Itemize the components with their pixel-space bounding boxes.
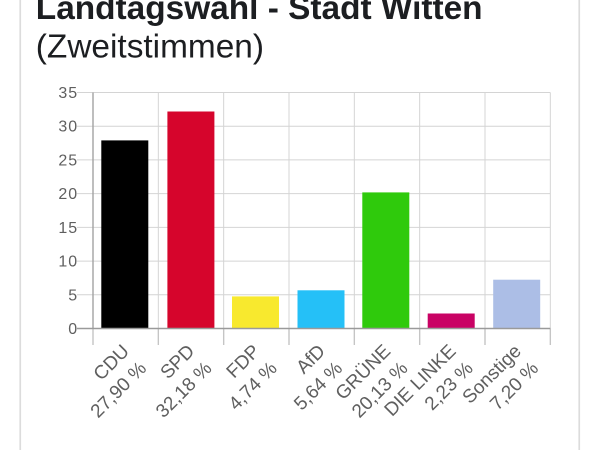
svg-text:0: 0	[68, 321, 78, 338]
svg-text:20: 20	[58, 186, 78, 203]
svg-text:15: 15	[58, 220, 78, 237]
svg-text:SPD32,18 %: SPD32,18 %	[135, 341, 216, 422]
svg-text:Sonstige7,20 %: Sonstige7,20 %	[459, 341, 543, 425]
svg-text:CDU27,90 %: CDU27,90 %	[70, 341, 151, 422]
svg-text:FDP4,74 %: FDP4,74 %	[208, 341, 282, 415]
svg-text:Landtagswahl - Stadt Witten: Landtagswahl - Stadt Witten	[36, 0, 483, 27]
svg-text:30: 30	[58, 119, 78, 136]
svg-text:AfD5,64 %: AfD5,64 %	[273, 341, 347, 415]
svg-text:5: 5	[68, 287, 78, 304]
svg-text:(Zweitstimmen): (Zweitstimmen)	[36, 29, 264, 66]
svg-text:35: 35	[58, 85, 78, 102]
svg-text:10: 10	[58, 254, 78, 271]
svg-text:25: 25	[58, 152, 78, 169]
